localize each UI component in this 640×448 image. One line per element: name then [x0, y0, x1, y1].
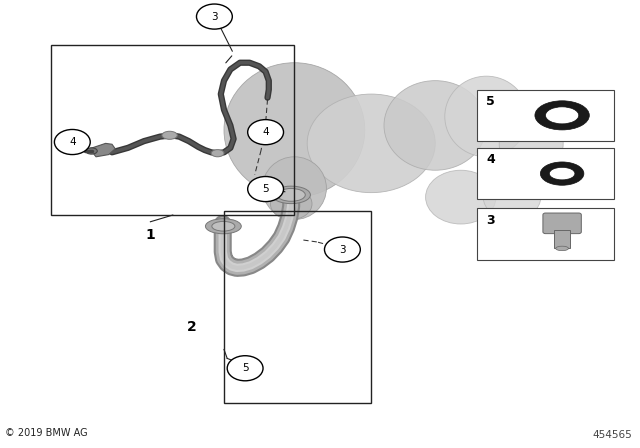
Bar — [224, 211, 371, 403]
FancyBboxPatch shape — [543, 213, 581, 234]
Ellipse shape — [384, 81, 486, 170]
Ellipse shape — [205, 219, 241, 234]
Ellipse shape — [262, 157, 326, 220]
Ellipse shape — [272, 186, 310, 203]
Circle shape — [248, 120, 284, 145]
Circle shape — [227, 356, 263, 381]
Text: 5: 5 — [262, 184, 269, 194]
Bar — [477, 90, 614, 141]
Ellipse shape — [277, 189, 305, 201]
Text: 4: 4 — [486, 153, 495, 166]
Text: 1: 1 — [145, 228, 156, 241]
Text: 5: 5 — [242, 363, 248, 373]
Circle shape — [248, 177, 284, 202]
Ellipse shape — [483, 175, 541, 220]
Text: 4: 4 — [262, 127, 269, 137]
Text: 2: 2 — [187, 320, 197, 334]
Bar — [477, 208, 614, 260]
Bar — [554, 230, 570, 248]
Polygon shape — [90, 143, 115, 157]
Ellipse shape — [545, 107, 579, 124]
Ellipse shape — [445, 76, 528, 157]
Text: 3: 3 — [486, 214, 495, 227]
Text: 3: 3 — [339, 245, 346, 254]
Text: 4: 4 — [69, 137, 76, 147]
Ellipse shape — [211, 150, 224, 157]
Bar — [51, 45, 294, 215]
Ellipse shape — [540, 162, 584, 185]
Ellipse shape — [307, 94, 435, 193]
Ellipse shape — [556, 246, 568, 251]
Ellipse shape — [270, 188, 312, 220]
Circle shape — [54, 129, 90, 155]
Text: 5: 5 — [486, 95, 495, 108]
Circle shape — [196, 4, 232, 29]
Ellipse shape — [426, 170, 496, 224]
Text: 3: 3 — [211, 12, 218, 22]
Ellipse shape — [549, 167, 575, 180]
Ellipse shape — [535, 101, 589, 130]
Ellipse shape — [212, 221, 235, 231]
Ellipse shape — [162, 131, 177, 139]
Ellipse shape — [86, 148, 97, 154]
Circle shape — [324, 237, 360, 262]
Ellipse shape — [224, 63, 365, 197]
Text: 454565: 454565 — [593, 430, 632, 440]
Ellipse shape — [499, 112, 563, 175]
Bar — [477, 148, 614, 199]
Text: © 2019 BMW AG: © 2019 BMW AG — [5, 428, 88, 438]
